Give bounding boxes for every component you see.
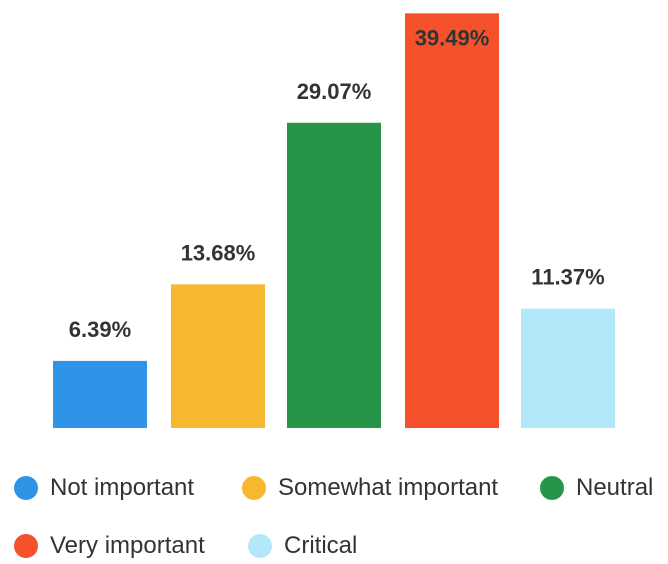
- legend-item-very-important: Very important: [14, 528, 205, 564]
- bar-chart: 6.39% 13.68% 29.07% 39.49% 11.37%: [53, 13, 615, 428]
- legend-swatch-not-important: [14, 476, 38, 500]
- legend-label-critical: Critical: [284, 532, 358, 559]
- legend-label-very-important: Very important: [50, 532, 205, 559]
- legend-item-critical: Critical: [248, 528, 357, 564]
- bar-value-label-not-important: 6.39%: [69, 317, 131, 342]
- bar-somewhat-important: [171, 284, 265, 428]
- bar-very-important: [405, 13, 499, 428]
- legend-swatch-neutral: [540, 476, 564, 500]
- legend-item-somewhat-important: Somewhat important: [242, 470, 498, 506]
- legend-swatch-very-important: [14, 534, 38, 558]
- bar-not-important: [53, 360, 147, 428]
- bar-value-label-critical: 11.37%: [531, 265, 604, 290]
- legend-swatch-somewhat-important: [242, 476, 266, 500]
- legend-row-1: Not important Somewhat important Neutral: [0, 470, 668, 506]
- legend-label-not-important: Not important: [50, 474, 195, 501]
- bar-value-label-very-important: 39.49%: [415, 25, 490, 50]
- legend-row-2: Very important Critical: [0, 528, 668, 564]
- bar-neutral: [287, 122, 381, 428]
- legend-label-somewhat-important: Somewhat important: [278, 474, 499, 501]
- bar-value-label-somewhat-important: 13.68%: [181, 240, 256, 265]
- legend-label-neutral: Neutral: [576, 474, 654, 501]
- legend-swatch-critical: [248, 534, 272, 558]
- bar-critical: [521, 308, 615, 428]
- legend-item-neutral: Neutral: [540, 470, 653, 506]
- legend-item-not-important: Not important: [14, 470, 194, 506]
- bar-value-label-neutral: 29.07%: [297, 79, 372, 104]
